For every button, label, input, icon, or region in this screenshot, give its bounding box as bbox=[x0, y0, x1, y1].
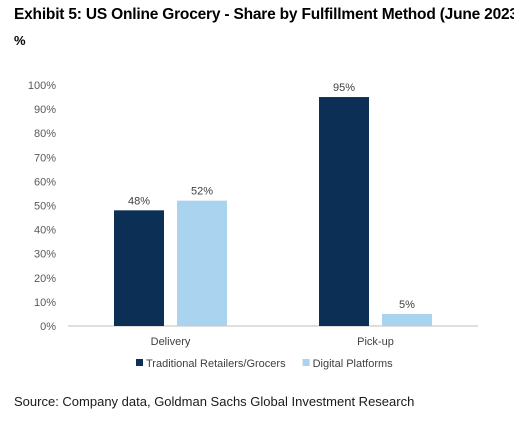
y-tick-label: 60% bbox=[34, 176, 56, 188]
y-tick-label: 70% bbox=[34, 152, 56, 164]
data-label: 5% bbox=[399, 299, 415, 311]
source-note: Source: Company data, Goldman Sachs Glob… bbox=[14, 394, 415, 409]
y-tick-label: 10% bbox=[34, 297, 56, 309]
chart-title: Exhibit 5: US Online Grocery - Share by … bbox=[14, 6, 514, 23]
bar bbox=[319, 97, 369, 326]
data-label: 52% bbox=[191, 186, 213, 198]
y-tick-label: 90% bbox=[34, 104, 56, 116]
legend-swatch bbox=[302, 359, 310, 366]
y-tick-label: 80% bbox=[34, 128, 56, 140]
unit-label: % bbox=[14, 33, 26, 48]
y-tick-label: 50% bbox=[34, 201, 56, 213]
data-label: 95% bbox=[333, 82, 355, 94]
bar bbox=[114, 210, 164, 326]
x-category-label: Pick-up bbox=[357, 336, 394, 348]
y-tick-label: 40% bbox=[34, 225, 56, 237]
legend-label: Digital Platforms bbox=[313, 358, 394, 370]
y-tick-label: 100% bbox=[28, 80, 56, 92]
legend-label: Traditional Retailers/Grocers bbox=[146, 358, 286, 370]
y-tick-label: 0% bbox=[40, 321, 56, 333]
data-label: 48% bbox=[128, 195, 150, 207]
legend-swatch bbox=[136, 359, 143, 366]
y-tick-label: 30% bbox=[34, 249, 56, 261]
y-tick-label: 20% bbox=[34, 273, 56, 285]
bar bbox=[382, 313, 432, 326]
bar bbox=[177, 200, 227, 326]
x-category-label: Delivery bbox=[151, 336, 191, 348]
